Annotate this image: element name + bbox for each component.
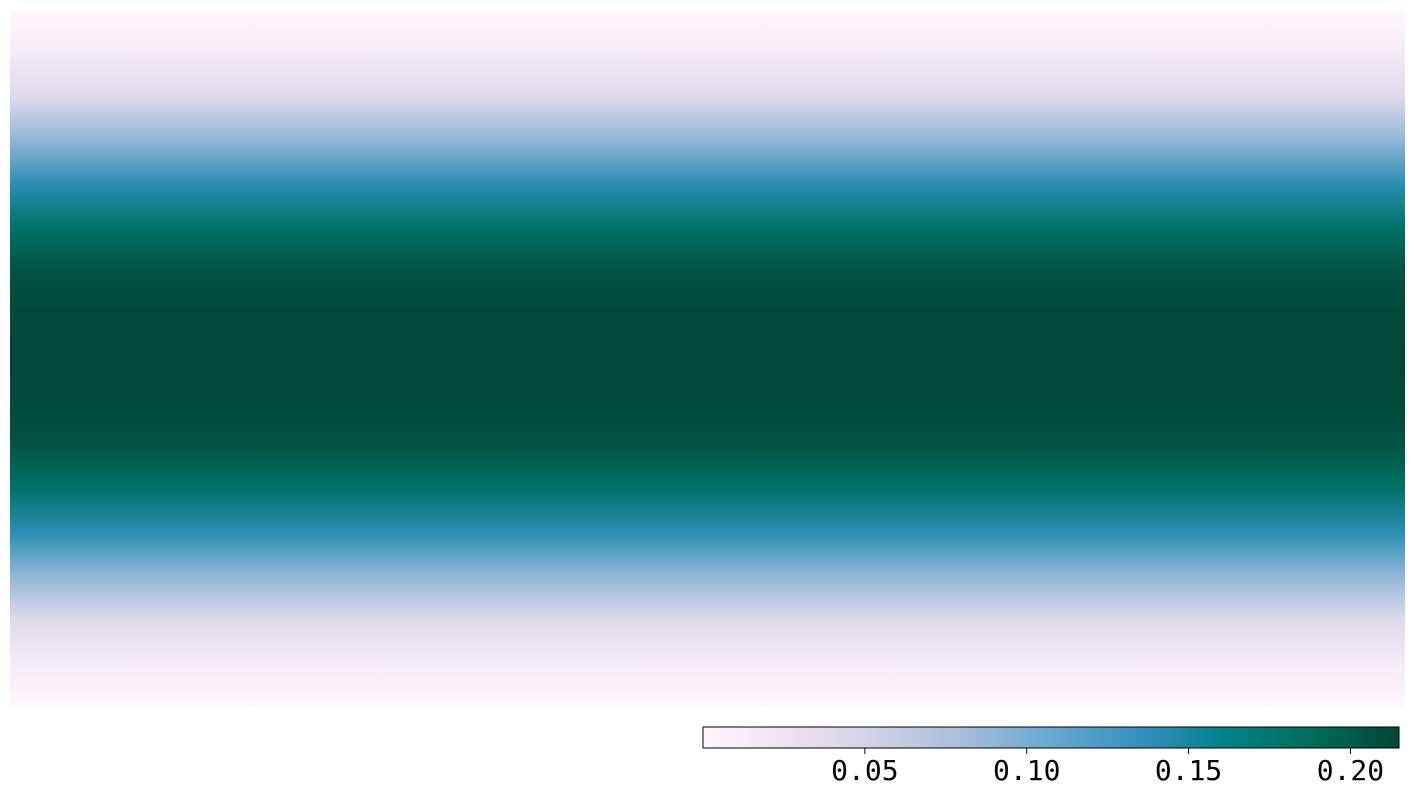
- heatmap-area: [10, 10, 1405, 706]
- colorbar-fill: [703, 727, 1399, 748]
- colorbar: 0.05 0.10 0.15 0.20: [702, 726, 1400, 787]
- colorbar-tick-label: 0.05: [831, 754, 898, 787]
- colorbar-tick-label: 0.10: [993, 754, 1060, 787]
- colorbar-ticks: 0.05 0.10 0.15 0.20: [831, 748, 1384, 787]
- colorbar-tick-label: 0.20: [1317, 754, 1384, 787]
- colorbar-tick-label: 0.15: [1155, 754, 1222, 787]
- colorbar-frame: [702, 726, 1400, 749]
